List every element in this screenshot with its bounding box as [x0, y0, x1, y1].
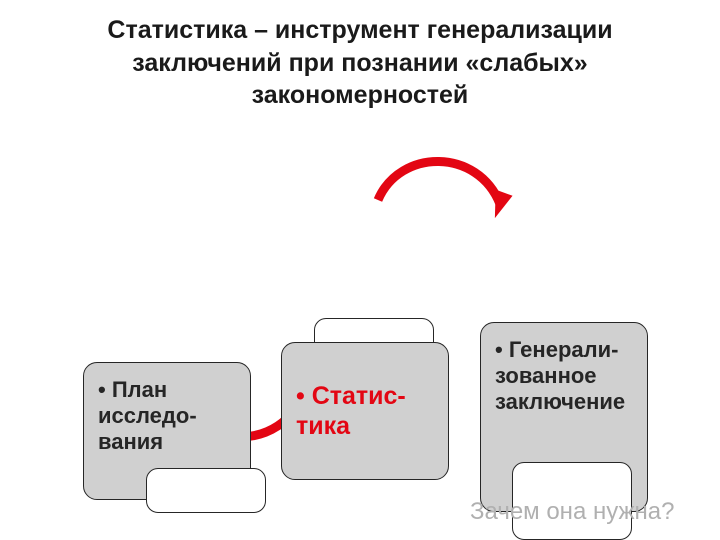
box-plan-label: План исследо-вания [98, 377, 240, 456]
arrow-2 [378, 161, 513, 218]
small-box-plan [146, 468, 266, 513]
box-stat-label: Статис-тика [296, 381, 438, 441]
box-stat: Статис-тика [281, 342, 449, 480]
footer-text: Зачем она нужна? [470, 498, 674, 526]
box-concl-label: Генерали-зованное заключение [495, 337, 637, 416]
